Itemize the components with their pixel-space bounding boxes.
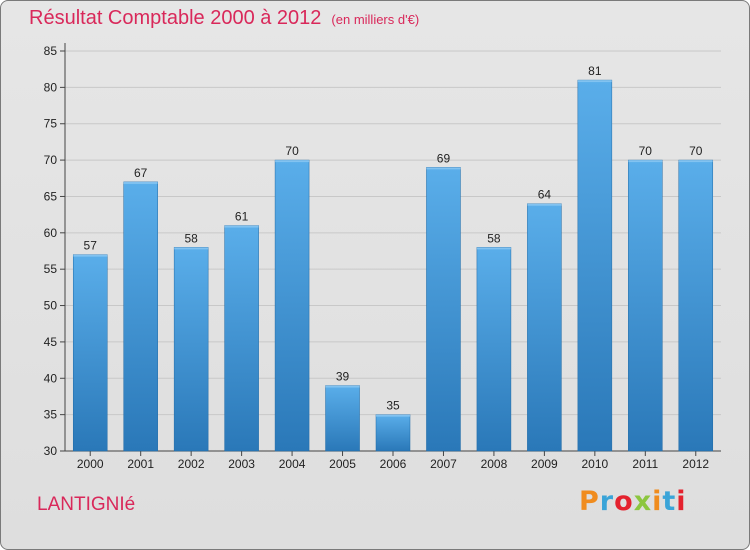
bar-highlight	[476, 247, 511, 250]
data-label-2004: 70	[285, 144, 299, 158]
data-label-2011: 70	[639, 144, 653, 158]
x-tick-label-2012: 2012	[682, 457, 709, 471]
bar-2009	[527, 203, 562, 452]
bar-2007	[426, 167, 461, 452]
brand-letter: i	[676, 486, 687, 517]
bar-highlight	[325, 385, 360, 388]
bar-2012	[678, 159, 714, 452]
brand-letter: P	[579, 486, 600, 517]
brand-letter: r	[599, 486, 615, 517]
bar-2000	[72, 254, 108, 452]
data-label-2000: 57	[84, 239, 98, 253]
data-label-2001: 67	[134, 166, 148, 180]
chart-title-text: Résultat Comptable 2000 à 2012	[29, 7, 322, 29]
x-tick-label-2010: 2010	[581, 457, 608, 471]
bar-2001	[123, 181, 158, 452]
bar-2004	[274, 159, 310, 452]
brand-letter: t	[662, 486, 677, 517]
bar-layer	[72, 79, 714, 452]
x-tick-label-2005: 2005	[329, 457, 356, 471]
y-tick-label: 30	[44, 444, 58, 458]
bar-2010	[577, 79, 613, 452]
x-tick-label-2000: 2000	[77, 457, 104, 471]
data-label-2009: 64	[538, 188, 552, 202]
data-label-2005: 39	[336, 370, 350, 384]
x-tick-label-2002: 2002	[178, 457, 205, 471]
x-tick-label-2003: 2003	[228, 457, 255, 471]
bar-highlight	[224, 225, 259, 228]
bar-highlight	[426, 167, 461, 170]
bar-2008	[476, 247, 512, 452]
data-label-2010: 81	[588, 64, 602, 78]
bar-highlight	[577, 80, 612, 83]
y-tick-label: 80	[44, 80, 58, 94]
bar-2002	[173, 247, 209, 452]
bar-2005	[325, 385, 360, 452]
bar-highlight	[628, 160, 663, 163]
x-tick-label-2011: 2011	[632, 457, 658, 471]
data-label-2006: 35	[386, 399, 400, 413]
y-tick-label: 65	[44, 189, 58, 203]
x-tick-label-2006: 2006	[380, 457, 407, 471]
brand-letter: x	[633, 486, 653, 517]
brand-letter: i	[652, 486, 663, 517]
grid-layer	[65, 50, 721, 452]
bar-2003	[224, 225, 259, 452]
y-tick-label: 50	[44, 299, 58, 313]
chart-subtitle: (en milliers d'€)	[331, 12, 420, 27]
bar-highlight	[678, 160, 713, 163]
data-label-2012: 70	[689, 144, 703, 158]
x-tick-label-2009: 2009	[531, 457, 558, 471]
brand-letter: o	[614, 486, 634, 517]
y-tick-label: 40	[44, 371, 58, 385]
bar-highlight	[527, 203, 562, 206]
data-label-2002: 58	[184, 231, 198, 245]
y-tick-label: 60	[44, 226, 58, 240]
bar-highlight	[73, 254, 108, 257]
bar-2006	[375, 414, 411, 452]
y-tick-label: 70	[44, 153, 58, 167]
bar-highlight	[376, 414, 410, 417]
y-tick-label: 35	[44, 408, 58, 422]
y-tick-label: 45	[44, 335, 58, 349]
x-tick-label-2008: 2008	[481, 457, 508, 471]
y-tick-label: 85	[44, 44, 58, 58]
bar-highlight	[275, 160, 310, 163]
data-label-2003: 61	[235, 210, 249, 224]
bar-highlight	[123, 181, 158, 184]
x-tick-label-2004: 2004	[279, 457, 306, 471]
commune-name: LANTIGNIé	[37, 494, 136, 515]
chart-title: Résultat Comptable 2000 à 2012 (en millie…	[29, 7, 419, 30]
y-tick-label: 75	[44, 117, 58, 131]
data-label-2008: 58	[487, 231, 501, 245]
data-label-2007: 69	[437, 151, 451, 165]
proxiti-logo: Proxiti	[579, 486, 687, 517]
y-tick-label: 55	[44, 262, 58, 276]
bar-2011	[628, 159, 663, 452]
bar-highlight	[174, 247, 209, 250]
label-layer: 57 67 58 61 70 39 35 69 58 64 81 70 70	[84, 64, 703, 413]
axis-layer: 30 35 40 45 50 55 60 65 70 75 80 85 2000 2001 2002 2003…	[44, 43, 721, 471]
x-tick-label-2001: 2001	[127, 457, 154, 471]
x-tick-label-2007: 2007	[430, 457, 457, 471]
